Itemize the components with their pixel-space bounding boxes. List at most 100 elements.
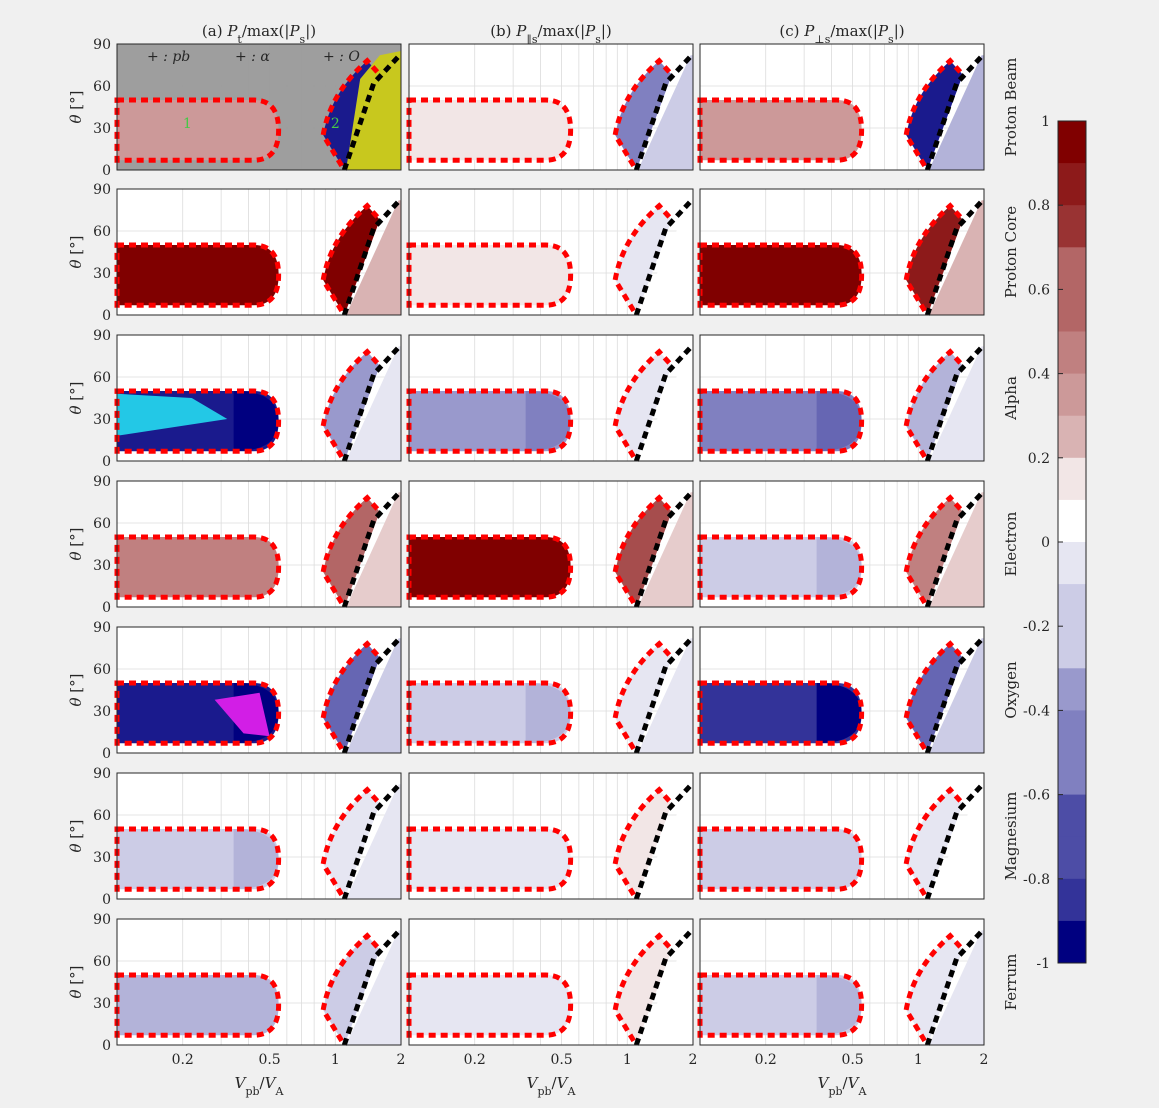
y-tick-label: 0 [102,308,111,324]
stable-boundary [114,534,282,600]
stable-region-edge [816,683,862,744]
y-tick-label: 90 [93,912,111,928]
stable-boundary [697,388,865,454]
threshold-line [633,781,695,900]
y-axis-label: θ [°] [67,381,85,414]
panel-frame [408,626,694,754]
stable-region-edge [525,975,571,1036]
stable-boundary [114,388,282,454]
unstable-boundary [612,640,674,751]
unstable-boundary [903,57,965,168]
outer-region-fill [346,346,401,461]
threshold-line [924,635,986,754]
x-axis-labels: 0.2 0.5 1 2 Vpb/VA 0.2 0.5 1 2 Vpb/VA 0.2 0.5 1 2 Vpb/… [172,1052,989,1098]
outer-region-fill [638,638,693,753]
oxygen-dominance-area [214,692,270,737]
panel [406,918,695,1046]
unstable-boundary [903,348,965,459]
outer-region-fill [929,346,984,461]
stable-boundary [406,388,574,454]
y-axis-label: θ [°] [67,673,85,706]
unstable-boundary [320,640,382,751]
stable-region-edge [525,829,571,890]
y-tick-label: 90 [93,37,111,53]
y-tick-label: 60 [93,808,111,824]
column-titles: (a) Pt/max(|Ps|) (b) P‖s/max(|Ps|) (c) P⊥s… [202,22,905,47]
y-tick-label: 60 [93,954,111,970]
colorbar-step [1058,626,1086,669]
stable-region-edge [525,245,571,306]
panel-frame [116,918,402,1046]
pb-dominance-area [346,51,401,170]
stable-boundary [406,242,574,308]
panel-frame [116,334,402,462]
unstable-region-fill [906,60,963,166]
y-tick-label: 90 [93,474,111,490]
stable-region-edge [525,100,571,161]
unstable-boundary [903,494,965,605]
colorbar-tick-label: 0.4 [1028,367,1050,383]
y-tick-label: 60 [93,79,111,95]
unstable-region-fill [906,935,963,1041]
panel: 0 30 60 90 θ [°] [67,474,403,616]
unstable-region-fill [323,935,380,1041]
stable-boundary [114,97,282,163]
outer-region-fill [346,492,401,607]
row-label: Proton Core [1002,206,1020,298]
panel [406,626,695,754]
unstable-region-fill [615,205,672,311]
x-tick-label: 2 [397,1052,406,1068]
x-tick-label: 0.2 [755,1052,777,1068]
stable-region-edge [816,975,862,1036]
stable-boundary [406,97,574,163]
panel [406,480,695,608]
colorbar-step [1058,794,1086,838]
colorbar-step [1058,542,1086,585]
outer-region-fill [638,346,693,461]
unstable-region-fill [323,789,380,895]
unstable-region-fill [615,643,672,749]
colorbar-tick-label: 0.8 [1028,198,1050,214]
unstable-boundary [903,640,965,751]
stable-boundary [406,680,574,746]
colorbar-step [1058,710,1086,753]
row-label: Proton Beam [1002,58,1020,157]
y-tick-label: 0 [102,892,111,908]
unstable-region-fill [906,789,963,895]
stable-region-edge [525,683,571,744]
unstable-boundary [612,348,674,459]
stable-boundary [697,826,865,892]
dominance-legend-item: + : α [235,49,270,65]
unstable-boundary [320,348,382,459]
threshold-line [341,781,403,900]
colorbar-step [1058,878,1086,922]
threshold-line [633,635,695,754]
threshold-line [341,635,403,754]
x-tick-label: 0.5 [550,1052,572,1068]
stable-boundary [406,972,574,1038]
x-tick-label: 0.2 [464,1052,486,1068]
row-label: Oxygen [1002,661,1020,719]
x-axis-label: Vpb/VA [527,1074,577,1098]
panel [697,334,986,462]
threshold-line [341,927,403,1046]
x-tick-label: 2 [689,1052,698,1068]
unstable-boundary [903,202,965,313]
y-tick-label: 30 [93,266,111,282]
panel-frame [116,188,402,316]
colorbar-step [1058,373,1086,417]
outer-region-fill [638,200,693,315]
colorbar-step [1058,415,1086,459]
stable-region-edge [233,391,279,452]
outer-region-fill [638,930,693,1045]
outer-region-fill [638,492,693,607]
y-tick-label: 30 [93,850,111,866]
colorbar-tick-label: -0.8 [1023,872,1050,888]
y-tick-label: 0 [102,746,111,762]
panel [697,480,986,608]
x-tick-label: 0.5 [841,1052,863,1068]
stable-boundary [406,826,574,892]
alpha-dominance-area [117,393,228,436]
stable-region-edge [816,829,862,890]
panel [697,626,986,754]
